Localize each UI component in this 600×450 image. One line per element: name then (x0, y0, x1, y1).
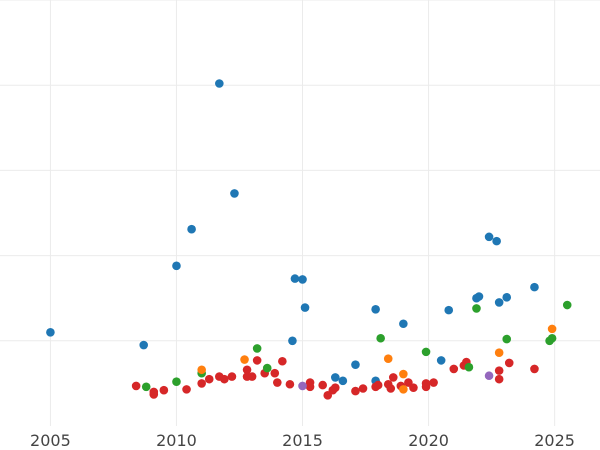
data-point (358, 384, 368, 393)
data-point (242, 365, 252, 375)
data-point (227, 372, 237, 381)
data-point (252, 356, 262, 365)
x-tick-label: 2020 (408, 431, 449, 450)
data-point (351, 360, 360, 369)
points-layer (46, 79, 572, 400)
data-point (300, 303, 310, 312)
data-point (252, 344, 262, 353)
data-point (494, 366, 504, 375)
data-point (421, 347, 431, 357)
data-point (472, 304, 481, 313)
data-point (288, 336, 297, 346)
data-point (399, 319, 408, 329)
data-point (197, 379, 206, 388)
x-tick-label: 2025 (534, 431, 575, 450)
data-point (530, 282, 539, 292)
data-point (436, 356, 446, 365)
data-point (172, 377, 181, 386)
data-point (399, 369, 408, 379)
data-point (504, 358, 514, 368)
data-point (220, 374, 229, 384)
data-point (492, 236, 501, 246)
data-point (270, 368, 280, 378)
grid-layer (0, 0, 600, 426)
data-point (351, 386, 360, 396)
data-point (240, 355, 249, 364)
data-point (197, 365, 206, 375)
data-point (330, 383, 340, 392)
data-point (305, 382, 315, 392)
data-point (494, 298, 504, 307)
data-point (278, 356, 287, 366)
data-point (464, 362, 474, 372)
data-point (484, 232, 494, 242)
data-point (149, 390, 159, 399)
data-point (318, 380, 327, 390)
data-point (46, 327, 55, 337)
data-point (421, 379, 431, 388)
data-point (383, 354, 393, 363)
data-point (386, 384, 396, 393)
data-point (399, 385, 408, 394)
data-point (182, 385, 191, 394)
data-point (290, 274, 300, 283)
data-point (204, 374, 214, 384)
data-point (298, 275, 307, 284)
data-point (547, 324, 557, 334)
data-point (273, 378, 282, 387)
data-point (215, 79, 224, 88)
data-point (330, 373, 340, 382)
data-point (449, 364, 459, 374)
data-point (474, 292, 484, 301)
data-point (371, 304, 380, 314)
data-point (285, 379, 295, 389)
data-point (131, 381, 141, 391)
data-point (230, 189, 239, 198)
data-point (141, 382, 151, 392)
data-point (373, 380, 383, 390)
data-point (530, 364, 539, 374)
data-point (494, 348, 504, 358)
data-point (376, 333, 385, 343)
data-point (388, 373, 398, 382)
data-point (139, 340, 148, 350)
data-point (502, 293, 512, 302)
x-tick-label: 2015 (282, 431, 323, 450)
data-point (409, 383, 418, 392)
data-point (547, 333, 557, 343)
data-point (187, 224, 196, 234)
data-point (247, 372, 257, 381)
data-point (484, 371, 494, 381)
data-point (172, 261, 181, 271)
data-point (159, 385, 169, 395)
data-point (562, 300, 572, 310)
data-point (298, 381, 307, 391)
x-tick-label: 2005 (30, 431, 71, 450)
x-tick-labels: 2005 2010 2015 2020 2025 (30, 431, 575, 450)
data-point (338, 376, 348, 386)
data-point (429, 378, 438, 387)
data-point (502, 334, 512, 344)
data-point (494, 374, 504, 384)
x-tick-label: 2010 (156, 431, 197, 450)
data-point (444, 305, 454, 315)
data-point (262, 363, 272, 373)
